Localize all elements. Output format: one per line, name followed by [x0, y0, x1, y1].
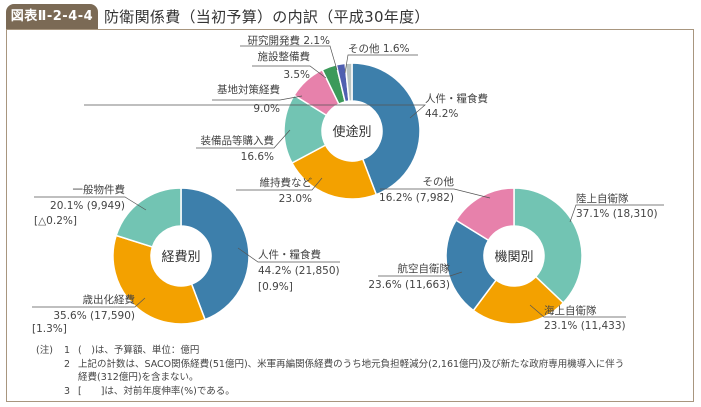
donut-slice-0 — [513, 187, 583, 304]
slices — [445, 187, 583, 325]
leader-line — [196, 129, 291, 149]
donut-center-title: 経費別 — [161, 250, 200, 265]
slice-label: 人件・糧食費 — [425, 92, 488, 105]
slice-label: その他 1.6% — [348, 42, 410, 55]
slice-growth-label: [△0.2%] — [34, 215, 77, 227]
slice-value-label: 44.2% (21,850) — [258, 265, 340, 277]
slice-value-label: 9.0% — [253, 103, 280, 115]
slice-value-label: 37.1% (18,310) — [576, 208, 658, 220]
slice-label: 維持費など — [260, 176, 313, 189]
slices — [112, 187, 250, 325]
slice-label: 陸上自衛隊 — [576, 192, 629, 205]
slice-label: 研究開発費 2.1% — [247, 34, 330, 47]
donut-center-title: 機関別 — [494, 250, 533, 265]
figure-id-tab: 図表Ⅱ-2-4-4 — [6, 4, 98, 30]
leader-line — [236, 177, 323, 191]
slice-label: その他 — [423, 175, 455, 188]
slice-value-label: 16.6% — [241, 151, 274, 163]
note-num: 2 — [64, 358, 71, 370]
leader-line — [237, 247, 340, 263]
slice-value-label: 23.1% (11,433) — [544, 320, 626, 332]
notes: (注) 1 ( )は、予算額、単位：億円 2 上記の計数は、SACO関係経費(5… — [36, 344, 624, 398]
slice-value-label: 23.0% — [279, 193, 312, 205]
note-row-3: 3 [ ]は、対前年度伸率(%)である。 — [36, 385, 624, 399]
slice-value-label: 35.6% (17,590) — [53, 310, 135, 322]
leader-line — [344, 54, 418, 74]
note-row-2: 2 上記の計数は、SACO関係経費(51億円)、米軍再編関係経費のうち地元負担軽… — [36, 358, 624, 372]
slice-value-label: 44.2% — [425, 108, 458, 120]
figure-frame — [6, 29, 694, 402]
leader-line — [380, 188, 491, 199]
notes-head: (注) — [36, 345, 53, 356]
slice-label: 装備品等購入費 — [201, 134, 275, 147]
donut-slice-1 — [112, 234, 207, 325]
figure-title: 防衛関係費（当初予算）の内訳（平成30年度） — [104, 8, 430, 26]
donut-chart-expense: 経費別 人件・糧食費 44.2% (21,850) [0.9%] 歳出化経費 35.6% … — [32, 183, 340, 335]
leader-line — [34, 196, 147, 211]
donut-center-title: 使途別 — [332, 124, 371, 140]
note-text: 上記の計数は、SACO関係経費(51億円)、米軍再編関係経費のうち地元負担軽減分… — [78, 358, 625, 370]
leader-line — [84, 104, 426, 119]
slice-label: 一般物件費 — [73, 183, 126, 196]
slice-value-label: 3.5% — [283, 69, 310, 81]
leader-line — [569, 204, 664, 223]
donut-slice-0 — [180, 187, 250, 321]
note-text: [ ]は、対前年度伸率(%)である。 — [78, 385, 235, 397]
donut-chart-organization: 機関別 陸上自衛隊 37.1% (18,310) 海上自衛隊 23.1% (11,433… — [368, 175, 664, 332]
donut-chart-usage: 使途別 人件・糧食費 44.2% 維持費など 23.0% 装備品等購入費 16.6% 基地対策… — [84, 34, 488, 205]
leader-line — [378, 271, 463, 277]
slice-label: 人件・糧食費 — [258, 248, 321, 261]
leader-line — [212, 95, 303, 101]
slice-value-label: 20.1% (9,949) — [50, 200, 125, 212]
slice-label: 海上自衛隊 — [544, 304, 597, 317]
note-text: 経費(312億円)を含まない。 — [78, 372, 199, 383]
note-num: 1 — [64, 345, 71, 356]
donut-slice-6 — [344, 62, 353, 102]
note-num: 3 — [64, 385, 71, 397]
slice-value-label: 16.2% (7,982) — [379, 192, 454, 204]
donut-slice-0 — [351, 62, 421, 196]
note-row-2-cont: 経費(312億円)を含まない。 — [36, 371, 624, 385]
slice-labels: 人件・糧食費 44.2% 維持費など 23.0% 装備品等購入費 16.6% 基地対策経費 9… — [84, 34, 488, 205]
note-text: ( )は、予算額、単位：億円 — [78, 345, 200, 356]
donut-slice-2 — [445, 219, 498, 312]
slice-labels: 陸上自衛隊 37.1% (18,310) 海上自衛隊 23.1% (11,433) 航空… — [368, 175, 664, 332]
leader-line — [529, 304, 626, 318]
slice-label: 航空自衛隊 — [398, 262, 451, 275]
donut-slice-1 — [290, 144, 378, 200]
leader-line — [32, 297, 146, 308]
slice-value-label: 23.6% (11,663) — [368, 279, 450, 291]
slice-label: 施設整備費 — [258, 50, 311, 63]
slice-label: 歳出化経費 — [83, 293, 136, 306]
donut-slice-3 — [455, 187, 515, 242]
slice-label: 基地対策経費 — [217, 83, 280, 96]
donut-slice-2 — [115, 187, 182, 248]
slice-labels: 人件・糧食費 44.2% (21,850) [0.9%] 歳出化経費 35.6% (17… — [32, 183, 340, 335]
slice-growth-label: [0.9%] — [258, 281, 293, 293]
slices — [283, 62, 421, 200]
leader-line — [252, 65, 327, 79]
donut-slice-1 — [472, 275, 565, 325]
slice-growth-label: [1.3%] — [32, 323, 67, 335]
leader-line — [240, 45, 338, 71]
note-row-1: (注) 1 ( )は、予算額、単位：億円 — [36, 344, 624, 358]
